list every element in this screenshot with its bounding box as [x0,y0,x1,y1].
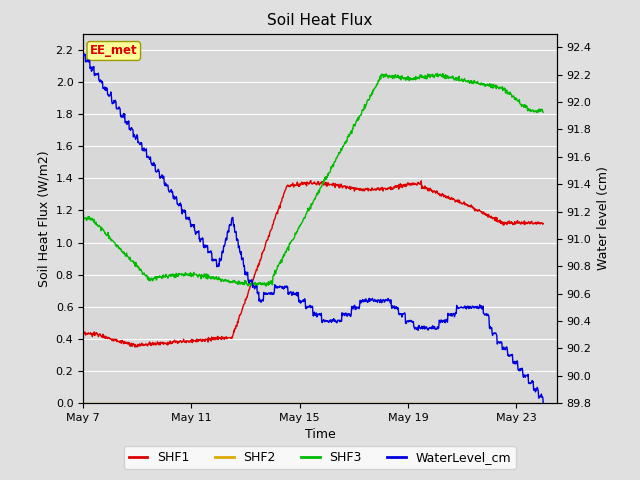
X-axis label: Time: Time [305,429,335,442]
Y-axis label: Water level (cm): Water level (cm) [597,167,610,270]
Y-axis label: Soil Heat Flux (W/m2): Soil Heat Flux (W/m2) [37,150,50,287]
Legend: SHF1, SHF2, SHF3, WaterLevel_cm: SHF1, SHF2, SHF3, WaterLevel_cm [124,446,516,469]
Text: EE_met: EE_met [90,45,138,58]
Title: Soil Heat Flux: Soil Heat Flux [268,13,372,28]
